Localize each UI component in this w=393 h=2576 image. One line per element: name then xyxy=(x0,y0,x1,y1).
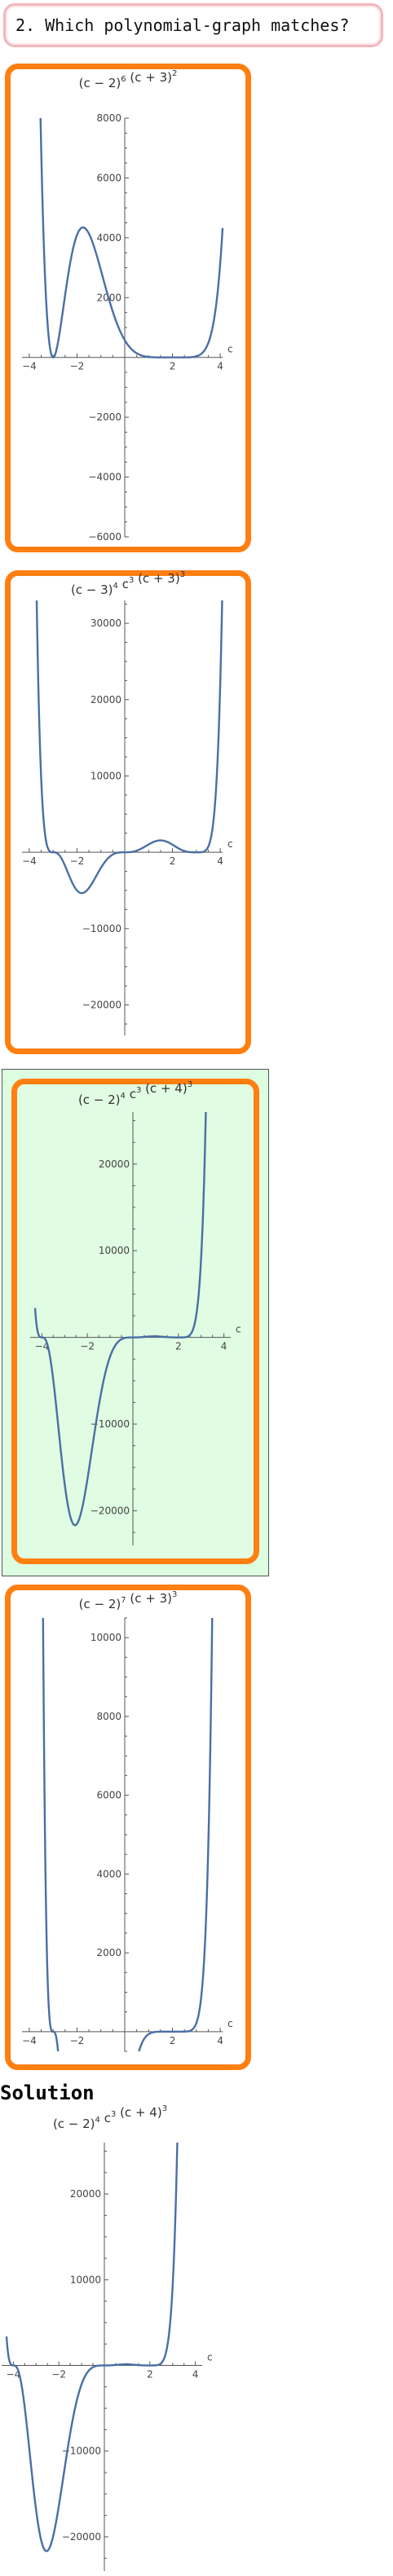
y-tick-label: 6000 xyxy=(96,172,121,183)
x-tick-label: −4 xyxy=(22,361,37,372)
solution-chart: (c − 2)4 c3 (c + 4)3 c −4 −2 2 4 −20000 −10000 1… xyxy=(0,2110,220,2576)
x-tick-label: 4 xyxy=(217,361,223,372)
x-axis-label: c xyxy=(207,2352,213,2363)
y-tick-label: −4000 xyxy=(88,472,121,483)
y-tick-label: 20000 xyxy=(99,1158,130,1170)
question-banner: 2. Which polynomial-graph matches? xyxy=(3,3,383,47)
y-tick-label: 10000 xyxy=(91,770,121,781)
chart-svg: (c − 2)4 c3 (c + 4)3c−4 −2 2 4−20000−100001… xyxy=(17,1084,254,1558)
x-tick-label: −4 xyxy=(22,2035,37,2046)
chart-title: (c − 2)4 c3 (c + 4)3 xyxy=(53,2104,167,2131)
x-tick-label: 2 xyxy=(170,2035,176,2046)
y-tick-label: 4000 xyxy=(96,232,121,244)
solution-heading: Solution xyxy=(0,2081,95,2104)
chart-svg: (c − 2)7 (c + 3)3 c −4 −2 2 4 2000 4000 6000 8000… xyxy=(11,1590,245,2064)
x-tick-label: −2 xyxy=(70,2035,85,2046)
x-tick-label: −2 xyxy=(80,1341,95,1352)
x-tick-label: −2 xyxy=(70,855,85,867)
option-card-1[interactable]: (c − 2)6 (c + 3)2 c −4 −2 2 4 −6000 −4000 −2000 2… xyxy=(5,64,251,552)
x-axis-label: c xyxy=(227,838,233,850)
option-card-3[interactable]: (c − 2)4 c3 (c + 4)3 c −4 −2 2 4 −20000 −10000 1… xyxy=(11,1079,259,1564)
x-axis-label: c xyxy=(227,2018,233,2029)
y-tick-label: 20000 xyxy=(91,694,121,706)
x-tick-label: 4 xyxy=(221,1341,227,1352)
y-tick-label: 10000 xyxy=(70,2274,101,2285)
x-tick-label: −2 xyxy=(51,2369,66,2380)
question-text: 2. Which polynomial-graph matches? xyxy=(15,15,349,35)
y-tick-label: 10000 xyxy=(91,1632,121,1643)
y-tick-label: −20000 xyxy=(91,1505,130,1516)
x-tick-label: 2 xyxy=(175,1341,182,1352)
x-axis-label: c xyxy=(236,1324,241,1335)
chart-title: (c − 2)7 (c + 3)3 xyxy=(79,1590,178,1611)
x-tick-label: −4 xyxy=(22,855,37,867)
chart-svg: (c − 2)4 c3 (c + 4)3c−4 −2 2 4−20000−100001… xyxy=(0,2110,220,2576)
y-tick-label: 30000 xyxy=(91,618,121,629)
chart-title: (c − 2)6 (c + 3)2 xyxy=(79,69,178,90)
chart-title: (c − 3)4 c3 (c + 3)3 xyxy=(71,570,185,597)
x-tick-label: −2 xyxy=(70,361,85,372)
y-tick-label: −6000 xyxy=(88,531,121,543)
y-tick-label: −10000 xyxy=(82,923,121,934)
x-tick-label: 2 xyxy=(147,2369,153,2380)
x-axis-label: c xyxy=(227,344,233,355)
y-tick-label: 20000 xyxy=(70,2188,101,2200)
y-tick-label: −2000 xyxy=(88,411,121,423)
chart-title: (c − 2)4 c3 (c + 4)3 xyxy=(78,1080,192,1107)
x-tick-label: 4 xyxy=(217,2035,223,2046)
x-tick-label: 4 xyxy=(192,2369,199,2380)
y-tick-label: 8000 xyxy=(96,112,121,124)
chart-svg: (c − 2)6 (c + 3)2c−4 −2 2 4−6000−4000−20002… xyxy=(11,69,245,547)
x-tick-label: 2 xyxy=(170,855,176,867)
option-card-2[interactable]: (c − 3)4 c3 (c + 3)3 c −4 −2 2 4 −20000 −10000 1… xyxy=(5,570,251,1054)
y-tick-label: 4000 xyxy=(96,1868,121,1879)
y-tick-label: 2000 xyxy=(96,1947,121,1958)
x-tick-label: 4 xyxy=(217,855,223,867)
y-tick-label: −20000 xyxy=(82,1000,121,1011)
chart-svg: (c − 3)4 c3 (c + 3)3c−4 −2 2 4−20000−100001… xyxy=(11,576,245,1048)
option-card-4[interactable]: (c − 2)7 (c + 3)3 c −4 −2 2 4 2000 4000 6000 8000… xyxy=(5,1585,251,2070)
y-tick-label: 8000 xyxy=(96,1711,121,1722)
y-tick-label: 10000 xyxy=(99,1245,130,1256)
y-tick-label: −20000 xyxy=(62,2531,101,2543)
x-tick-label: 2 xyxy=(170,361,176,372)
y-tick-label: 6000 xyxy=(96,1790,121,1801)
